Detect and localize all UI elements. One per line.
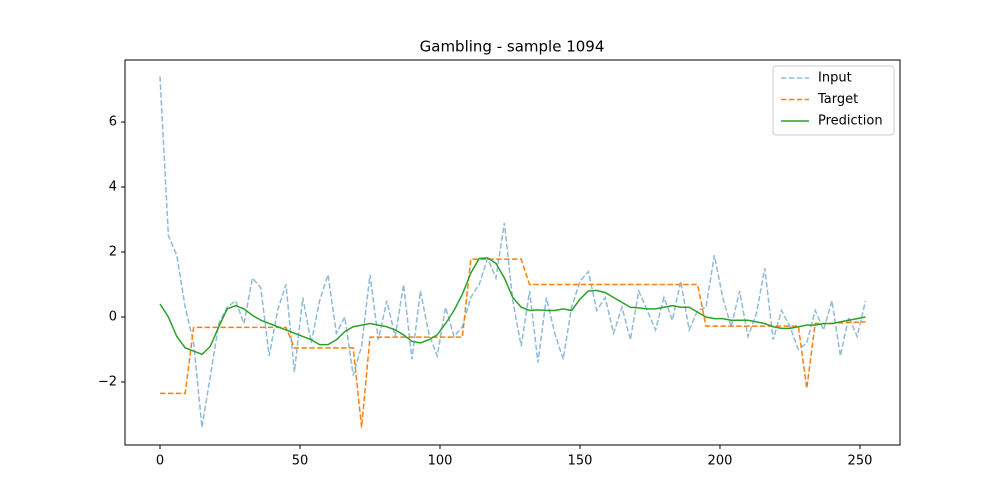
legend-label: Prediction bbox=[818, 114, 883, 129]
legend-label: Target bbox=[817, 92, 858, 107]
x-tick-label: 150 bbox=[568, 454, 593, 469]
y-tick-label: −2 bbox=[98, 374, 117, 389]
line bbox=[159, 76, 867, 428]
line bbox=[159, 257, 866, 356]
y-tick-label: 6 bbox=[109, 115, 117, 130]
x-tick-label: 250 bbox=[848, 454, 873, 469]
legend-box bbox=[772, 65, 895, 136]
chart-title: Gambling - sample 1094 bbox=[420, 38, 605, 56]
y-tick-label: 4 bbox=[109, 180, 117, 195]
y-tick-label: 2 bbox=[109, 245, 117, 260]
x-tick-label: 0 bbox=[156, 454, 164, 469]
legend-label: Input bbox=[818, 71, 852, 86]
y-tick-label: 0 bbox=[109, 309, 117, 324]
plot-frame bbox=[124, 59, 901, 446]
x-tick-label: 50 bbox=[292, 454, 309, 469]
x-tick-label: 200 bbox=[708, 454, 733, 469]
x-tick-label: 100 bbox=[428, 454, 453, 469]
